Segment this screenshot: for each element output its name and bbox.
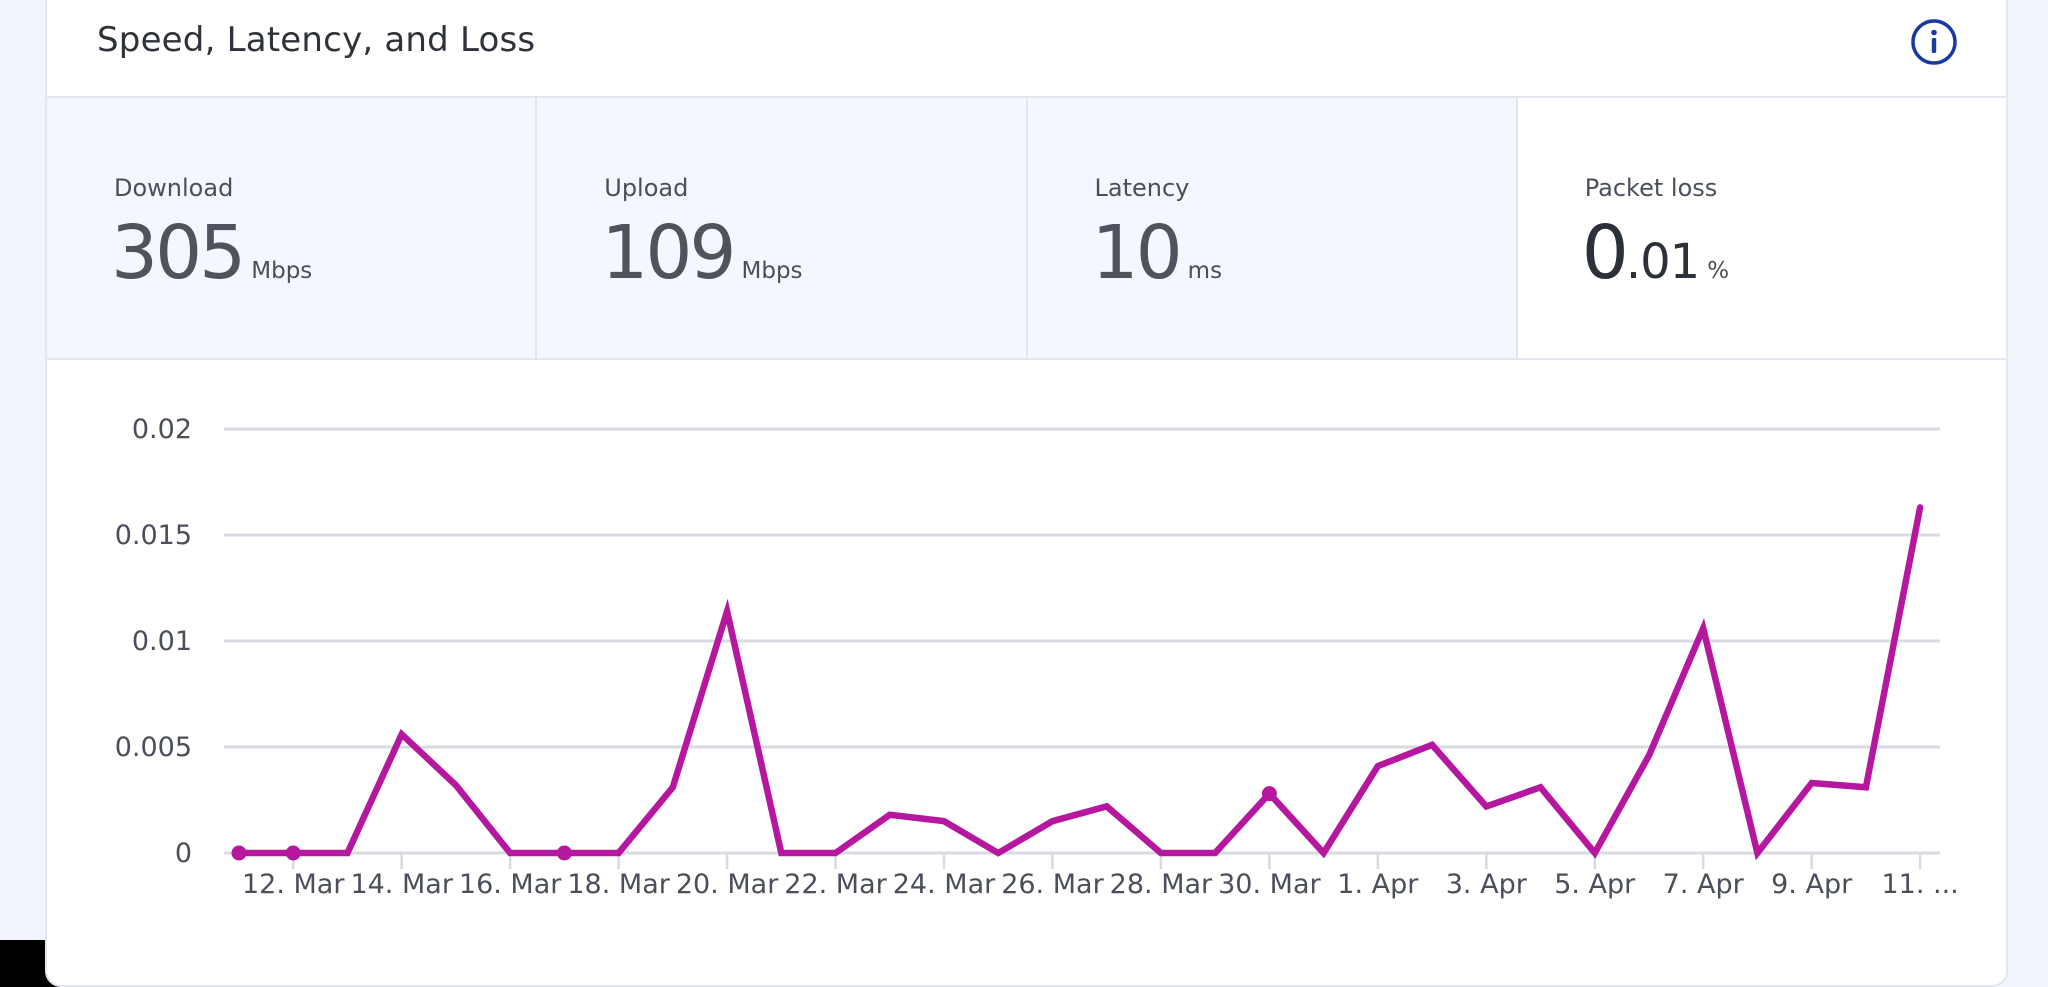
metric-decimal: .01 [1625,234,1700,290]
metric-value: 109 Mbps [601,216,802,290]
metric-number: 0 [1581,210,1629,296]
x-tick-label: 7. Apr [1663,869,1745,900]
y-tick-label: 0 [175,838,192,869]
x-tick-label: 16. Mar [459,869,562,900]
data-point-marker [285,845,301,861]
x-tick-label: 12. Mar [242,869,345,900]
x-tick-label: 11. ... [1881,869,1958,900]
metric-latency[interactable]: Latency 10 ms [1027,98,1518,358]
x-tick-label: 1. Apr [1337,869,1419,900]
metric-number: 10 [1091,210,1183,296]
metric-label: Download [114,174,234,202]
x-tick-label: 20. Mar [676,869,779,900]
x-tick-label: 5. Apr [1554,869,1636,900]
metric-unit: Mbps [251,258,313,284]
metric-download[interactable]: Download 305 Mbps [47,98,538,358]
chart-svg: 0 0.005 0.01 0.015 0.02 12. Mar 14. Mar 16. Mar… [115,414,1959,900]
metric-value: 0 .01 % [1582,216,1729,290]
data-point-marker [231,845,247,861]
speed-latency-loss-card: Speed, Latency, and Loss Download 305 Mb… [45,0,2008,987]
x-tick-label: 30. Mar [1218,869,1321,900]
info-icon[interactable] [1910,18,1958,66]
metric-number: 305 [111,210,246,296]
metrics-row: Download 305 Mbps Upload 109 Mbps Latenc… [47,98,2006,360]
x-tick-label: 3. Apr [1446,869,1528,900]
x-tick-label: 28. Mar [1110,869,1213,900]
data-point-marker [1261,786,1277,802]
metric-unit: ms [1187,258,1223,284]
metric-label: Upload [604,174,689,202]
metric-value: 305 Mbps [111,216,312,290]
metric-value: 10 ms [1092,216,1223,290]
y-tick-label: 0.02 [132,414,192,445]
y-tick-label: 0.005 [115,732,192,763]
packet-loss-line [235,504,1924,861]
data-point-marker [556,845,572,861]
card-header: Speed, Latency, and Loss [47,2,2006,98]
x-tick-label: 22. Mar [784,869,887,900]
metric-number: 109 [601,210,736,296]
packet-loss-chart: 0 0.005 0.01 0.015 0.02 12. Mar 14. Mar 16. Mar… [47,360,2006,969]
card-title: Speed, Latency, and Loss [97,20,536,60]
x-tick-label: 14. Mar [350,869,453,900]
metric-label: Packet loss [1584,174,1718,202]
metric-label: Latency [1094,174,1190,202]
x-tick-label: 26. Mar [1001,869,1104,900]
x-tick-label: 24. Mar [893,869,996,900]
metric-upload[interactable]: Upload 109 Mbps [537,98,1028,358]
y-tick-label: 0.01 [132,626,192,657]
metric-unit: Mbps [741,258,803,284]
y-tick-label: 0.015 [115,520,192,551]
metric-unit: % [1707,258,1730,284]
metric-packet-loss[interactable]: Packet loss 0 .01 % [1517,98,2006,358]
x-tick-label: 18. Mar [567,869,670,900]
x-tick-label: 9. Apr [1771,869,1853,900]
